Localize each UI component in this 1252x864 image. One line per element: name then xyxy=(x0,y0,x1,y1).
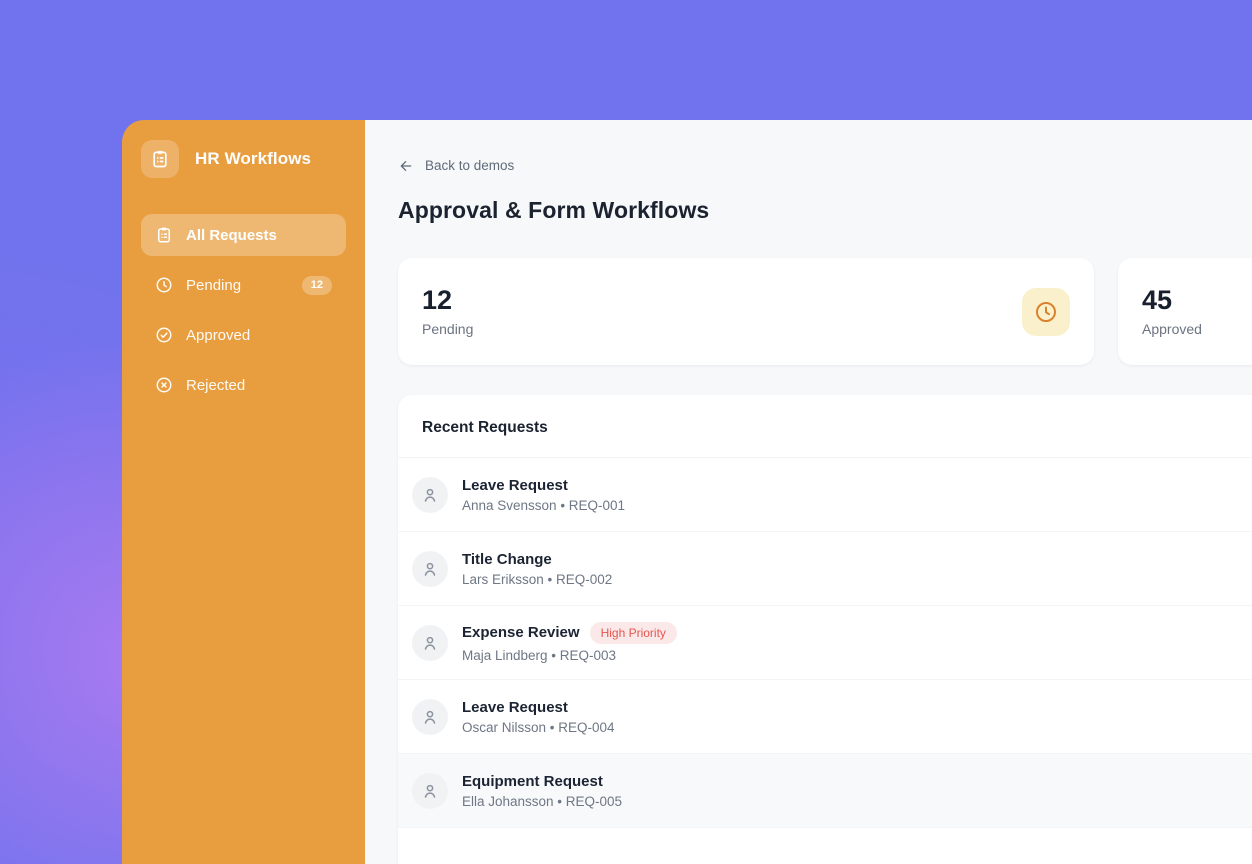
stat-text: 12 Pending xyxy=(422,284,474,338)
sidebar-item-all-requests[interactable]: All Requests xyxy=(141,214,346,256)
stat-card-approved: 45 Approved xyxy=(1118,258,1252,365)
person-icon xyxy=(420,707,440,727)
sidebar-item-label: Rejected xyxy=(186,376,246,394)
clipboard-icon xyxy=(155,226,173,244)
request-title: Title Change xyxy=(462,550,552,568)
request-title: Expense Review xyxy=(462,624,580,642)
sidebar-item-label: All Requests xyxy=(186,226,277,244)
back-to-demos-link[interactable]: Back to demos xyxy=(398,158,514,174)
stat-label: Pending xyxy=(422,321,474,338)
list-item[interactable]: Leave Request Anna Svensson • REQ-001 xyxy=(398,458,1252,532)
sidebar-header: HR Workflows xyxy=(141,140,346,178)
avatar xyxy=(412,624,448,661)
person-icon xyxy=(420,781,440,801)
app-logo xyxy=(141,140,179,178)
sidebar-item-label: Approved xyxy=(186,326,251,344)
clipboard-icon xyxy=(150,149,170,169)
list-item[interactable]: Leave Request Oscar Nilsson • REQ-004 xyxy=(398,680,1252,754)
stat-label: Approved xyxy=(1142,321,1202,338)
pending-count-badge: 12 xyxy=(301,275,332,295)
stat-text: 45 Approved xyxy=(1142,284,1202,338)
high-priority-badge: High Priority xyxy=(589,621,677,645)
request-text: Leave Request Anna Svensson • REQ-001 xyxy=(462,477,625,513)
request-text: Leave Request Oscar Nilsson • REQ-004 xyxy=(462,699,615,735)
avatar xyxy=(412,772,448,809)
stat-icon-box xyxy=(1022,287,1070,336)
person-icon xyxy=(420,559,440,579)
app-window: HR Workflows All Requests xyxy=(122,120,1252,864)
request-title: Leave Request xyxy=(462,476,568,494)
stats-row: 12 Pending 45 Approved xyxy=(398,258,1252,365)
list-item[interactable]: Title Change Lars Eriksson • REQ-002 xyxy=(398,532,1252,606)
avatar xyxy=(412,476,448,513)
list-item[interactable]: Expense Review High Priority Maja Lindbe… xyxy=(398,606,1252,680)
sidebar-item-label: Pending xyxy=(186,276,242,294)
clock-icon xyxy=(1034,300,1058,324)
request-subtitle: Maja Lindberg • REQ-003 xyxy=(462,648,617,664)
stat-value: 45 xyxy=(1142,284,1173,315)
main-content: Back to demos Approval & Form Workflows … xyxy=(365,120,1252,864)
sidebar-item-approved[interactable]: Approved xyxy=(141,314,346,356)
avatar xyxy=(412,698,448,735)
stat-value: 12 xyxy=(422,284,453,315)
request-subtitle: Anna Svensson • REQ-001 xyxy=(462,497,626,513)
avatar xyxy=(412,550,448,587)
back-link-label: Back to demos xyxy=(425,158,515,173)
page-title: Approval & Form Workflows xyxy=(398,197,710,223)
request-title: Leave Request xyxy=(462,698,568,716)
request-subtitle: Ella Johansson • REQ-005 xyxy=(462,793,623,809)
stat-card-pending: 12 Pending xyxy=(398,258,1094,365)
clock-icon xyxy=(155,276,173,294)
request-text: Expense Review High Priority Maja Lindbe… xyxy=(462,621,677,664)
request-subtitle: Oscar Nilsson • REQ-004 xyxy=(462,719,615,735)
request-text: Equipment Request Ella Johansson • REQ-0… xyxy=(462,773,622,809)
app-title: HR Workflows xyxy=(195,149,312,168)
recent-requests-panel: Recent Requests Leave Request Anna Svens… xyxy=(398,395,1252,864)
sidebar-item-pending[interactable]: Pending 12 xyxy=(141,264,346,306)
sidebar-item-rejected[interactable]: Rejected xyxy=(141,364,346,406)
sidebar: HR Workflows All Requests xyxy=(122,120,365,864)
request-title: Equipment Request xyxy=(462,772,603,790)
list-item[interactable]: Equipment Request Ella Johansson • REQ-0… xyxy=(398,754,1252,828)
person-icon xyxy=(420,633,440,653)
check-circle-icon xyxy=(155,326,173,344)
recent-requests-title: Recent Requests xyxy=(398,395,1252,458)
person-icon xyxy=(420,485,440,505)
x-circle-icon xyxy=(155,376,173,394)
request-subtitle: Lars Eriksson • REQ-002 xyxy=(462,571,613,587)
request-text: Title Change Lars Eriksson • REQ-002 xyxy=(462,551,612,587)
arrow-left-icon xyxy=(398,158,414,174)
